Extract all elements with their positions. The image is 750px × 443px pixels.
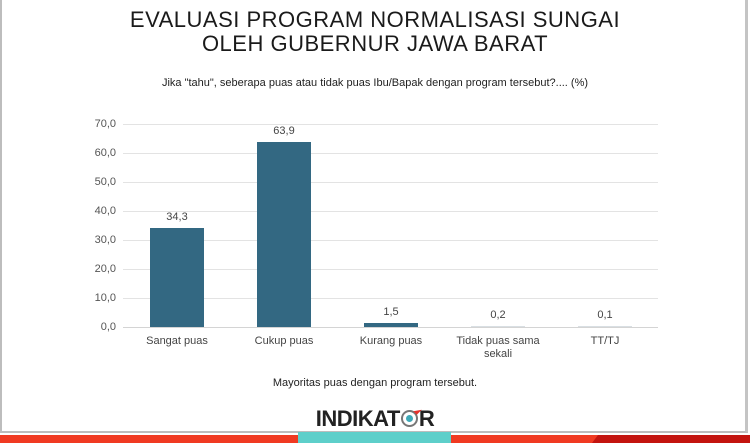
footer-band-dark-red xyxy=(592,435,750,443)
value-label: 1,5 xyxy=(383,306,399,318)
gridline xyxy=(123,269,658,270)
y-tick-label: 0,0 xyxy=(100,321,116,333)
slide-frame xyxy=(0,0,748,433)
gridline xyxy=(123,124,658,125)
y-tick-label: 40,0 xyxy=(94,205,116,217)
gridline xyxy=(123,240,658,241)
gridline xyxy=(123,182,658,183)
bar-4 xyxy=(471,326,525,327)
value-label: 63,9 xyxy=(273,125,295,137)
y-tick-label: 20,0 xyxy=(94,263,116,275)
value-label: 0,1 xyxy=(597,309,613,321)
bar-5 xyxy=(578,326,632,327)
gridline xyxy=(123,153,658,154)
indikator-logo: INDIKAT R xyxy=(0,406,750,432)
bar-1 xyxy=(150,228,204,327)
x-category-label: Kurang puas xyxy=(359,335,423,347)
x-category-label: Cukup puas xyxy=(254,335,314,347)
x-category-label: Tidak puas sama sekali xyxy=(456,335,540,360)
chart-title-line1: EVALUASI PROGRAM NORMALISASI SUNGAI xyxy=(129,7,621,32)
y-tick-label: 30,0 xyxy=(94,234,116,246)
bar-3 xyxy=(364,323,418,327)
gridline xyxy=(123,298,658,299)
y-tick-label: 10,0 xyxy=(94,292,116,304)
y-tick-label: 50,0 xyxy=(94,176,116,188)
value-label: 34,3 xyxy=(166,211,188,223)
chart-note: Mayoritas puas dengan program tersebut. xyxy=(272,377,478,389)
gridline xyxy=(123,211,658,212)
footer-band-teal xyxy=(298,432,451,443)
value-label: 0,2 xyxy=(490,309,506,321)
bar-2 xyxy=(257,142,311,327)
chart-question: Jika "tahu", seberapa puas atau tidak pu… xyxy=(161,77,589,89)
y-tick-label: 70,0 xyxy=(94,118,116,130)
x-category-label: Sangat puas xyxy=(146,335,208,347)
target-icon xyxy=(400,410,418,427)
chart-title-line2: OLEH GUBERNUR JAWA BARAT xyxy=(201,31,549,56)
logo-text-suffix: R xyxy=(418,406,435,431)
x-category-label: TT/TJ xyxy=(590,335,620,347)
x-axis-line xyxy=(123,327,658,328)
logo-text-prefix: INDIKAT xyxy=(315,406,401,431)
y-tick-label: 60,0 xyxy=(94,147,116,159)
